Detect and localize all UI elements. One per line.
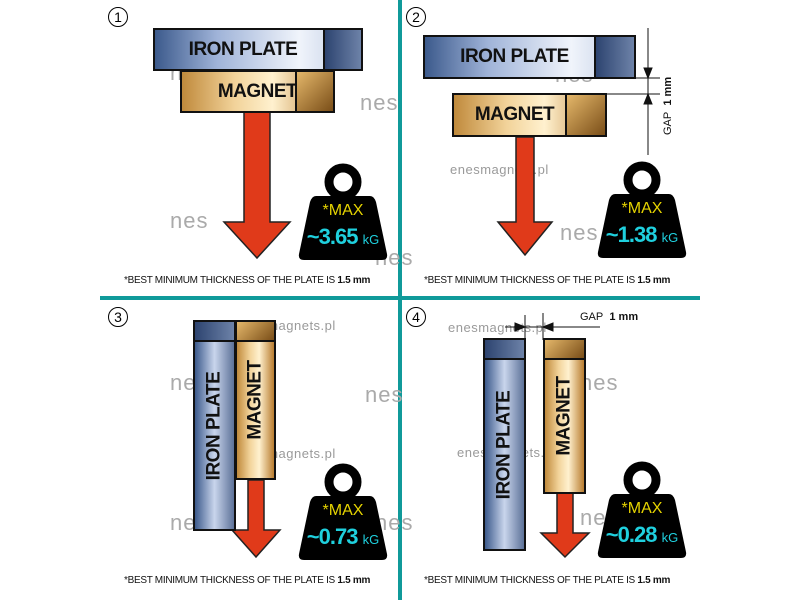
iron-plate-label: IRON PLATE bbox=[493, 390, 515, 499]
max-value: ~0.28 kG bbox=[605, 522, 679, 547]
iron-plate: IRON PLATE bbox=[483, 338, 526, 551]
magnet: MAGNET bbox=[235, 320, 276, 480]
max-label: *MAX bbox=[322, 502, 364, 519]
magnet: MAGNET bbox=[180, 70, 335, 113]
gap-annotation: GAP 1 mm bbox=[662, 76, 674, 135]
iron-plate: IRON PLATE bbox=[153, 28, 363, 71]
horizontal-divider bbox=[100, 296, 700, 300]
watermark-logo: nes bbox=[170, 208, 209, 233]
weight-icon bbox=[298, 463, 388, 560]
weight-icon bbox=[597, 461, 687, 558]
vertical-divider bbox=[398, 0, 402, 600]
arrow-down-icon bbox=[539, 492, 591, 559]
iron-plate-label: IRON PLATE bbox=[188, 38, 298, 60]
arrow-down-icon bbox=[496, 136, 554, 257]
magnet-label: MAGNET bbox=[474, 104, 555, 125]
iron-plate-label: IRON PLATE bbox=[203, 371, 225, 480]
panel-number: 3 bbox=[108, 307, 128, 327]
iron-plate: IRON PLATE bbox=[423, 35, 636, 79]
max-label: *MAX bbox=[621, 500, 663, 517]
weight-icon bbox=[298, 163, 388, 260]
watermark-logo: nes bbox=[560, 220, 599, 245]
watermark-logo: nes bbox=[360, 90, 399, 115]
weight-icon bbox=[597, 161, 687, 258]
weight-badge: *MAX ~0.28 kG bbox=[597, 460, 687, 560]
magnet-label: MAGNET bbox=[553, 376, 575, 456]
footnote: *BEST MINIMUM THICKNESS OF THE PLATE IS … bbox=[424, 575, 671, 586]
magnet: MAGNET bbox=[452, 93, 607, 137]
panel-number: 1 bbox=[108, 7, 128, 27]
arrow-down-icon bbox=[230, 479, 282, 559]
footnote: *BEST MINIMUM THICKNESS OF THE PLATE IS … bbox=[424, 275, 671, 286]
footnote: *BEST MINIMUM THICKNESS OF THE PLATE IS … bbox=[124, 275, 371, 286]
max-value: ~0.73 kG bbox=[306, 524, 380, 549]
weight-badge: *MAX ~3.65 kG bbox=[298, 162, 388, 262]
max-value: ~3.65 kG bbox=[306, 224, 380, 249]
watermark-logo: nes bbox=[580, 370, 619, 395]
magnet-label: MAGNET bbox=[244, 360, 266, 440]
panel-number: 4 bbox=[406, 307, 426, 327]
panel-number: 2 bbox=[406, 7, 426, 27]
weight-badge: *MAX ~1.38 kG bbox=[597, 160, 687, 260]
weight-badge: *MAX ~0.73 kG bbox=[298, 462, 388, 562]
arrow-down-icon bbox=[222, 111, 292, 260]
iron-plate-label: IRON PLATE bbox=[460, 46, 569, 67]
max-label: *MAX bbox=[322, 202, 364, 219]
iron-plate: IRON PLATE bbox=[193, 320, 236, 531]
magnet: MAGNET bbox=[543, 338, 586, 494]
max-value: ~1.38 kG bbox=[605, 222, 679, 247]
watermark-url: enesmagnets.pl bbox=[448, 320, 547, 335]
magnet-label: MAGNET bbox=[217, 80, 298, 102]
watermark-logo: nes bbox=[365, 382, 404, 407]
gap-annotation: GAP 1 mm bbox=[580, 311, 639, 323]
footnote: *BEST MINIMUM THICKNESS OF THE PLATE IS … bbox=[124, 575, 371, 586]
max-label: *MAX bbox=[621, 200, 663, 217]
